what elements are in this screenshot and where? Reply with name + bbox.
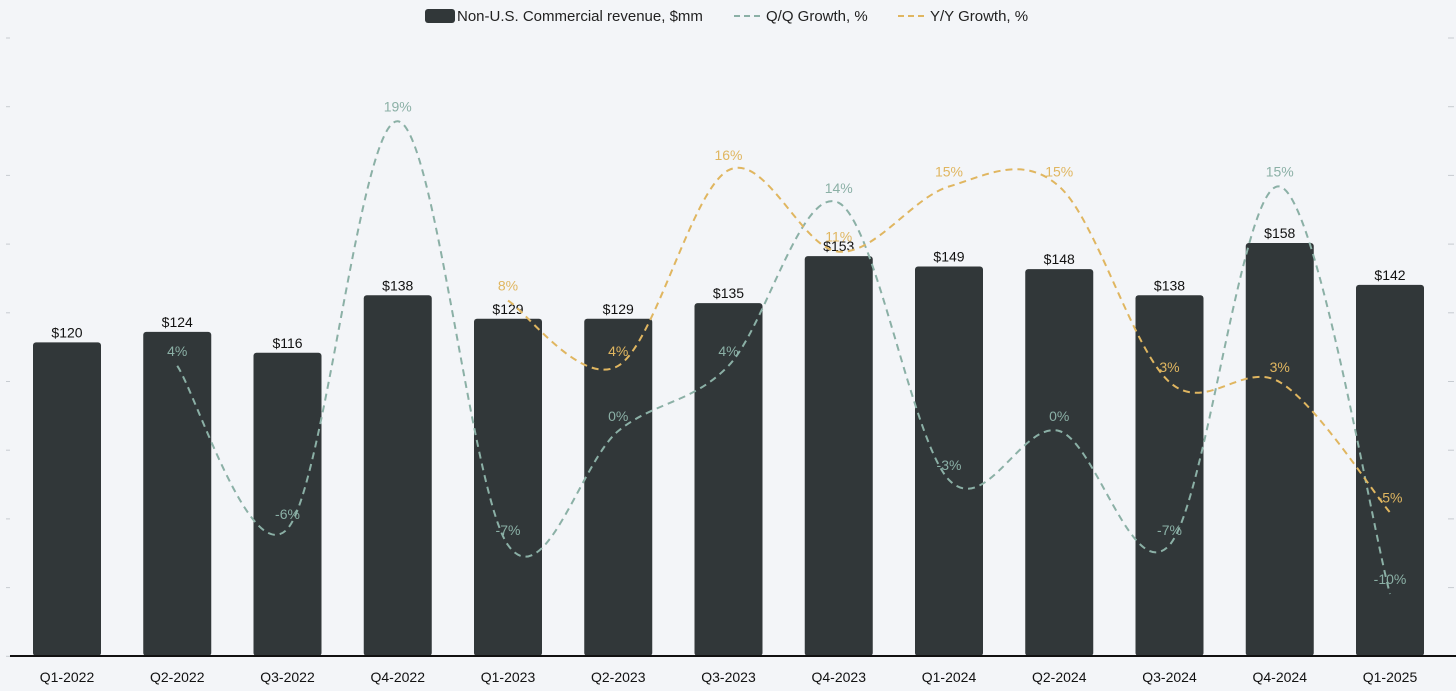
x-tick-label: Q1-2023 [481,669,536,685]
x-tick-label: Q4-2023 [812,669,867,685]
bar-value-label: $116 [272,335,302,351]
qq-growth-line [176,120,1391,595]
bar-value-label: $142 [1374,267,1405,283]
x-tick-label: Q4-2024 [1253,669,1308,685]
revenue-bar [694,303,763,656]
x-tick-label: Q2-2023 [591,669,646,685]
x-tick-label: Q3-2023 [701,669,756,685]
x-tick-label: Q3-2024 [1142,669,1197,685]
qq-growth-label: -7% [1157,522,1182,538]
qq-growth-label: 14% [825,180,853,196]
x-axis-labels: Q1-2022 Q2-2022 Q3-2022 Q4-2022 Q1-2023 Q2-20… [40,669,1418,685]
revenue-bar [1356,284,1424,656]
legend-label-yy: Y/Y Growth, % [930,8,1028,25]
bar-value-label: $148 [1044,251,1075,267]
qq-growth-label: -3% [937,457,962,473]
legend-label-qq: Q/Q Growth, % [766,8,868,25]
qq-growth-label: 15% [1266,164,1294,180]
bar-value-label: $138 [1154,277,1185,293]
legend: Non-U.S. Commercial revenue, $mm Q/Q Gro… [425,8,1028,25]
x-tick-label: Q1-2022 [40,669,95,685]
yy-growth-label: 4% [608,343,628,359]
bar-value-label: $124 [162,314,193,330]
revenue-bar [915,266,983,656]
revenue-bar [474,318,542,656]
qq-growth-label: -7% [496,522,521,538]
qq-growth-label: 0% [608,408,628,424]
bars [33,243,1424,656]
legend-label-revenue: Non-U.S. Commercial revenue, $mm [457,8,703,25]
bar-value-label: $158 [1264,225,1295,241]
yy-growth-label: -5% [1378,490,1403,506]
growth-labels: 4% -6% 19% -7% 0% 4% 14% -3% 0% -7% 15% -10% 8% 4% 16%… [167,98,1406,587]
legend-swatch-revenue [425,9,455,23]
x-tick-label: Q1-2024 [922,669,977,685]
x-tick-label: Q2-2022 [150,669,205,685]
bar-value-label: $149 [933,249,964,265]
qq-growth-label: -6% [275,506,300,522]
qq-growth-label: 4% [167,343,187,359]
revenue-bar [363,295,432,656]
x-tick-label: Q4-2022 [371,669,426,685]
yy-growth-label: 3% [1270,359,1290,375]
revenue-bar [804,256,873,656]
bar-labels: $120$124$116$138$129 $129$135$153$149 $148… [51,225,1405,351]
bar-value-label: $138 [382,277,413,293]
yy-growth-label: 11% [825,229,852,245]
revenue-bar [33,342,101,656]
qq-growth-label: -10% [1374,571,1407,587]
bar-value-label: $129 [603,301,634,317]
qq-growth-label: 0% [1049,408,1069,424]
revenue-bar [143,331,212,656]
x-tick-label: Q2-2024 [1032,669,1087,685]
bar-value-label: $129 [492,301,523,317]
bar-value-label: $120 [51,324,82,340]
yy-growth-label: 8% [498,278,518,294]
revenue-bar [584,318,653,656]
yy-growth-label: 15% [935,164,963,180]
growth-lines [176,120,1391,595]
x-tick-label: Q1-2025 [1363,669,1418,685]
bar-value-label: $135 [713,285,744,301]
yy-growth-label: 15% [1045,164,1073,180]
yy-growth-label: 3% [1159,359,1179,375]
revenue-bar [1135,295,1204,656]
revenue-bar [1245,243,1314,656]
x-tick-label: Q3-2022 [260,669,315,685]
revenue-bar [1025,269,1094,656]
yy-growth-label: 16% [714,147,742,163]
qq-growth-label: 19% [384,98,412,114]
qq-growth-label: 4% [718,343,738,359]
revenue-bar [253,352,322,656]
